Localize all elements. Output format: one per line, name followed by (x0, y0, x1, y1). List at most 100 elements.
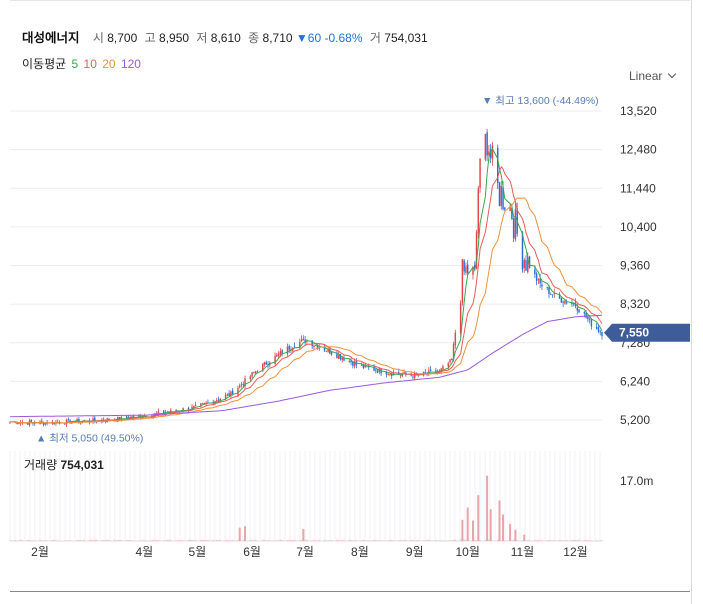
volume-bar (429, 540, 432, 541)
volume-bar (281, 539, 283, 541)
volume-bar (191, 540, 193, 541)
candle-body (496, 147, 499, 184)
volume-bar (440, 540, 442, 541)
candle-body (491, 145, 494, 160)
candle-body (574, 302, 577, 307)
candle-body (286, 346, 289, 354)
candle-body (242, 384, 245, 385)
volume-bar (341, 539, 343, 541)
volume-bar-spike (477, 495, 480, 541)
volume-bar (511, 540, 513, 541)
candle-body (587, 316, 589, 319)
candle-body (170, 409, 172, 412)
volume-bar (426, 539, 428, 541)
low-value: 8,610 (210, 31, 241, 45)
candle-body (132, 415, 135, 418)
volume-bar (424, 540, 427, 541)
candle-body (376, 370, 379, 373)
volume-bar (475, 540, 478, 541)
volume-bar (304, 539, 306, 541)
candle-body (597, 327, 600, 332)
candle-body (479, 158, 481, 188)
volume-bar (288, 539, 290, 541)
candle-body (585, 312, 587, 318)
stock-name: 대성에너지 (22, 31, 80, 45)
volume-bar (491, 540, 494, 541)
volume-bar (55, 540, 57, 541)
high-label: 고 (144, 31, 156, 45)
volume-bar-spike (466, 507, 469, 541)
volume-bar (115, 540, 117, 541)
candle-body (588, 318, 591, 321)
volume-bar (34, 540, 36, 541)
candle-body (512, 217, 515, 239)
change-percent: -0.68% (324, 31, 363, 45)
candle-body (364, 364, 366, 367)
candle-body (535, 273, 538, 281)
candle-body (528, 256, 531, 269)
y-tick-label: 9,360 (620, 259, 650, 273)
candle-body (472, 266, 474, 275)
candle-body (558, 294, 561, 299)
candle-body (238, 385, 241, 388)
volume-bar (558, 539, 561, 541)
scale-selector[interactable]: Linear (629, 69, 677, 83)
volume-bar (263, 539, 266, 541)
high-value: 8,950 (159, 31, 190, 45)
volume-bar (187, 539, 190, 541)
candle-body (389, 373, 391, 375)
candle-body (41, 421, 43, 423)
volume-bar (373, 539, 375, 541)
volume-bar (389, 539, 391, 541)
candle-body (163, 410, 165, 414)
ma-legend-10: 10 (83, 57, 97, 71)
volume-bar (588, 540, 591, 541)
volume-bar (231, 539, 234, 541)
volume-panel-value: 754,031 (60, 458, 104, 472)
volume-bar (254, 539, 257, 541)
volume-bar (316, 540, 319, 541)
volume-bar (392, 540, 395, 541)
moving-average-legend: 이동평균 5 10 20 120 (22, 55, 143, 72)
candle-body (300, 339, 303, 342)
volume-bar (279, 539, 282, 541)
scale-label: Linear (629, 69, 663, 83)
candle-body (230, 391, 232, 397)
volume-bar (292, 539, 294, 541)
volume-bar (512, 539, 515, 541)
volume-bar (353, 540, 356, 541)
volume-bar (81, 540, 84, 541)
candle-body (541, 284, 543, 287)
candle-body (375, 369, 377, 371)
volume-bar (117, 539, 119, 541)
volume-bar (565, 539, 568, 541)
volume-bar (240, 540, 243, 541)
volume-bar (318, 539, 320, 541)
volume-bar (415, 540, 418, 541)
candle-body (253, 372, 255, 374)
candle-body (191, 406, 193, 409)
volume-bar (42, 540, 45, 541)
candle-body (318, 347, 320, 349)
y-tick-label: 10,400 (620, 220, 657, 234)
volume-bar (488, 539, 490, 541)
ma-legend-20: 20 (102, 57, 116, 71)
candle-body (362, 365, 365, 368)
volume-bar-spike (302, 529, 305, 541)
volume-bar-spike (514, 529, 517, 541)
volume-tick-label: 17.0m (620, 474, 653, 488)
volume-bar (293, 539, 296, 541)
candle-body (306, 340, 308, 342)
candle-body (108, 418, 110, 421)
close-label: 종 (248, 31, 260, 45)
volume-bar (452, 539, 455, 541)
candle-body (194, 404, 197, 407)
candle-body (299, 341, 301, 349)
x-tick-label: 4월 (135, 545, 153, 559)
volume-bar (479, 539, 481, 541)
volume-bar (428, 539, 430, 541)
volume-bar (548, 540, 550, 541)
open-value: 8,700 (107, 31, 138, 45)
candle-body (187, 407, 190, 411)
